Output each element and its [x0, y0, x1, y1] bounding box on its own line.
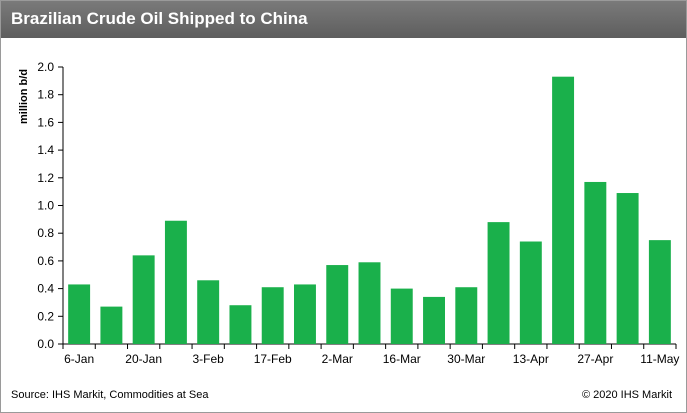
bar — [648, 240, 671, 345]
bar — [584, 181, 607, 344]
x-tick-label: 13-Apr — [513, 352, 549, 366]
chart-title: Brazilian Crude Oil Shipped to China — [11, 9, 308, 28]
y-tick-label: 0.0 — [37, 337, 54, 351]
bar — [164, 220, 187, 344]
x-tick-label: 6-Jan — [64, 352, 94, 366]
copyright-note: © 2020 IHS Markit — [581, 389, 672, 401]
y-tick-label: 0.6 — [37, 254, 54, 268]
bar — [132, 255, 155, 344]
y-tick-label: 1.0 — [37, 199, 54, 213]
bar — [487, 222, 510, 344]
x-tick-label: 2-Mar — [322, 352, 353, 366]
bar — [261, 287, 284, 344]
x-tick-label: 3-Feb — [193, 352, 225, 366]
bar — [616, 193, 639, 344]
y-tick-label: 2.0 — [37, 60, 54, 74]
bar — [100, 306, 123, 344]
bar — [455, 287, 478, 344]
bar — [294, 284, 316, 344]
y-tick-label: 0.4 — [37, 282, 54, 296]
y-tick-label: 1.2 — [37, 171, 54, 185]
y-tick-label: 1.8 — [37, 88, 54, 102]
y-tick-label: 0.8 — [37, 226, 54, 240]
bar — [326, 265, 349, 344]
x-tick-label: 20-Jan — [125, 352, 162, 366]
bar — [197, 280, 220, 344]
bar-chart: 0.0 0.2 0.4 0.6 0.8 1.0 1.2 1.4 1.6 1.8 2.0 million… — [18, 60, 679, 366]
bar — [68, 284, 91, 344]
source-note: Source: IHS Markit, Commodities at Sea — [11, 389, 209, 401]
x-tick-label: 30-Mar — [447, 352, 485, 366]
bar — [519, 241, 542, 344]
x-tick-label: 17-Feb — [254, 352, 292, 366]
title-bar: Brazilian Crude Oil Shipped to China — [1, 1, 686, 38]
y-tick-label: 1.6 — [37, 115, 54, 129]
bar — [423, 296, 445, 344]
x-tick-label: 16-Mar — [383, 352, 421, 366]
bar — [552, 76, 575, 344]
y-tick-label: 1.4 — [37, 143, 54, 157]
y-tick-label: 0.2 — [37, 309, 54, 323]
x-tick-label: 11-May — [640, 352, 679, 366]
bar — [358, 262, 381, 344]
y-axis-title: million b/d — [18, 69, 30, 124]
x-tick-label: 27-Apr — [577, 352, 613, 366]
bar — [390, 288, 413, 344]
bar — [229, 305, 252, 344]
